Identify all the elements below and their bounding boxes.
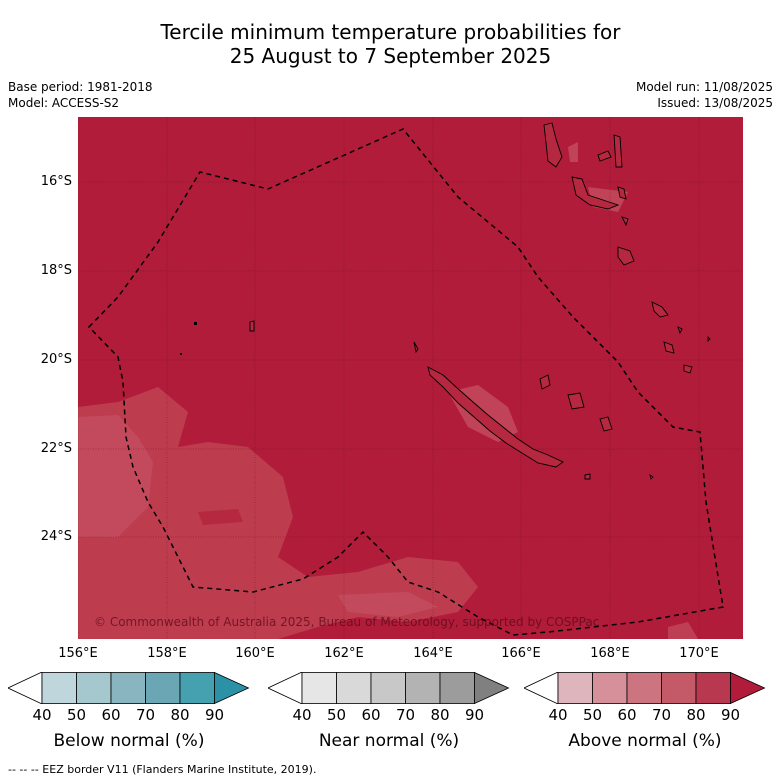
colorbar-above-normal — [524, 672, 766, 704]
colorbar-segment — [695, 672, 731, 704]
vanuatu-islands — [543, 122, 683, 354]
lon-tick: 162°E — [324, 646, 364, 661]
new-caledonia-island — [427, 366, 564, 468]
probability-region-south-patch — [198, 509, 243, 525]
north-small-islands — [413, 341, 419, 354]
colorbar-label-below: Below normal (%) — [53, 731, 205, 751]
colorbar-extend-low — [268, 672, 303, 704]
colorbar-extend-low — [8, 672, 43, 704]
colorbar-tick-label: 50 — [66, 706, 87, 724]
colorbar-segment — [41, 672, 77, 704]
colorbar-below-normal — [8, 672, 250, 704]
colorbar-tick-label: 70 — [135, 706, 156, 724]
lat-tick: 16°S — [40, 174, 72, 189]
colorbar-segment — [661, 672, 697, 704]
lon-tick: 156°E — [58, 646, 98, 661]
colorbar-segment — [626, 672, 662, 704]
colorbar-segment — [110, 672, 146, 704]
eez-border — [87, 128, 724, 636]
colorbar-extend-low — [524, 672, 559, 704]
map-title-line2: 25 August to 7 September 2025 — [229, 44, 552, 68]
lon-tick: 158°E — [147, 646, 187, 661]
colorbar-tick-label: 40 — [32, 706, 52, 724]
lon-tick: 160°E — [235, 646, 275, 661]
lon-tick: 166°E — [501, 646, 541, 661]
colorbar-extend-high — [730, 672, 766, 704]
lon-tick: 170°E — [679, 646, 719, 661]
colorbar-near-normal — [268, 672, 510, 704]
lon-tick: 164°E — [413, 646, 453, 661]
colorbar-tick-label: 80 — [430, 706, 450, 724]
lat-tick: 22°S — [40, 441, 72, 456]
colorbar-extend-high — [474, 672, 510, 704]
colorbar-tick-label: 80 — [686, 706, 706, 724]
colorbar-tick-label: 80 — [170, 706, 190, 724]
colorbar-tick-label: 60 — [101, 706, 121, 724]
probability-region-southwest-light — [78, 415, 153, 537]
colorbar-tick-label: 90 — [204, 706, 225, 724]
colorbar-tick-label: 40 — [548, 706, 568, 724]
colorbar-extend-high — [214, 672, 250, 704]
model-label: Model: ACCESS-S2 — [8, 96, 120, 110]
colorbar-label-above: Above normal (%) — [568, 731, 722, 751]
colorbar-tick-label: 50 — [326, 706, 347, 724]
map-title-line1: Tercile minimum temperature probabilitie… — [160, 20, 621, 44]
colorbar-segment — [179, 672, 215, 704]
meta-left: Base period: 1981-2018 Model: ACCESS-S2 — [8, 79, 153, 111]
colorbar-segment — [370, 672, 406, 704]
probability-region-bottom-right — [338, 592, 438, 617]
colorbar-tick-label: 70 — [651, 706, 672, 724]
probability-region-bottom-right-corner — [668, 622, 698, 639]
base-period-label: Base period: 1981-2018 — [8, 80, 153, 94]
colorbar-segment — [592, 672, 628, 704]
colorbar-tick-label: 60 — [361, 706, 381, 724]
lat-tick: 24°S — [40, 529, 72, 544]
lon-tick: 168°E — [590, 646, 630, 661]
colorbar-segment — [557, 672, 593, 704]
copyright-notice: © Commonwealth of Australia 2025, Bureau… — [94, 615, 599, 629]
map-panel: © Commonwealth of Australia 2025, Bureau… — [78, 117, 743, 639]
loyalty-islands — [539, 374, 613, 432]
colorbar-segment — [76, 672, 112, 704]
meta-right: Model run: 11/08/2025 Issued: 13/08/2025 — [636, 79, 773, 111]
colorbar-segment — [301, 672, 337, 704]
colorbar-tick-label: 40 — [292, 706, 312, 724]
issued-label: Issued: 13/08/2025 — [657, 96, 773, 110]
distant-islets — [649, 336, 711, 480]
model-run-label: Model run: 11/08/2025 — [635, 80, 773, 94]
colorbar-segment — [145, 672, 181, 704]
probability-region-southwest — [78, 387, 478, 639]
colorbar-segment — [405, 672, 441, 704]
colorbar-tick-label: 60 — [617, 706, 637, 724]
colorbar-tick-label: 70 — [395, 706, 416, 724]
colorbar-segment — [336, 672, 372, 704]
colorbar-label-near: Near normal (%) — [318, 731, 460, 751]
colorbar-tick-label: 90 — [464, 706, 485, 724]
lat-tick: 18°S — [40, 263, 72, 278]
small-island — [249, 320, 591, 480]
probability-region-vanuatu — [568, 142, 628, 212]
lat-tick: 20°S — [40, 352, 72, 367]
colorbar-tick-label: 50 — [582, 706, 603, 724]
colorbar-segment — [439, 672, 475, 704]
eez-footer-note: -- -- -- EEZ border V11 (Flanders Marine… — [8, 763, 317, 776]
colorbar-tick-label: 90 — [720, 706, 741, 724]
